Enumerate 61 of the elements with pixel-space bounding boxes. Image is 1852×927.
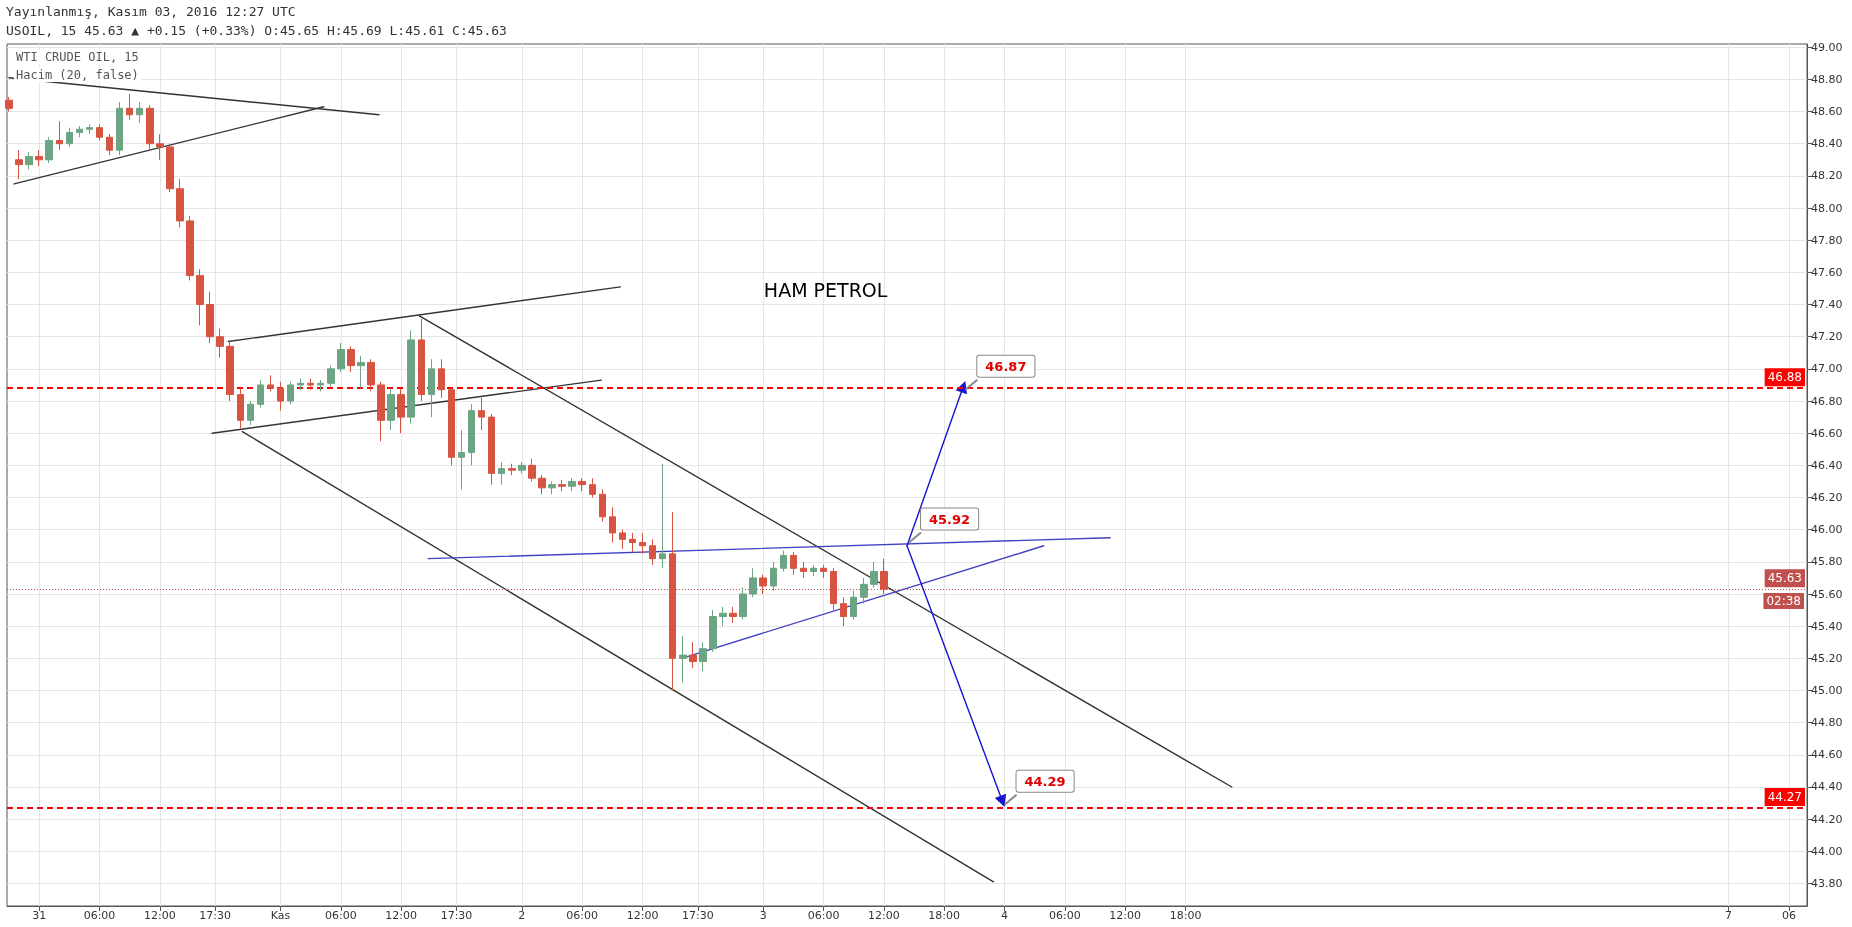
ref-line-label: 44.27 <box>1767 789 1802 804</box>
annotation: HAM PETROL <box>763 278 888 301</box>
y-tick-label: 45.80 <box>1811 555 1843 569</box>
x-tick-label: 3 <box>759 909 767 922</box>
y-tick-label: 48.60 <box>1811 105 1843 119</box>
ref-line-label: 45.63 <box>1767 571 1802 586</box>
ref-line-label: 46.88 <box>1767 370 1802 385</box>
y-tick-label: 46.80 <box>1811 394 1843 408</box>
x-tick-label: 17:30 <box>199 909 232 922</box>
y-tick-label: 44.60 <box>1811 748 1843 762</box>
x-tick-label: 17:30 <box>440 909 473 922</box>
y-tick-label: 49.00 <box>1811 40 1843 54</box>
x-tick-label: 06:00 <box>325 909 357 922</box>
y-tick-label: 44.80 <box>1811 716 1843 730</box>
y-tick-label: 48.40 <box>1811 137 1843 151</box>
y-tick-label: 45.40 <box>1811 619 1843 633</box>
x-tick-label: 18:00 <box>1169 909 1202 922</box>
x-tick-label: 06:00 <box>807 909 840 922</box>
y-tick-label: 45.00 <box>1811 684 1843 697</box>
y-tick-label: 47.60 <box>1811 265 1843 279</box>
x-tick-label: 06:00 <box>83 909 116 922</box>
y-tick-label: 44.20 <box>1811 812 1843 826</box>
y-tick-label: 44.00 <box>1811 844 1843 858</box>
text: WTI CRUDE OIL, 15 <box>16 50 139 64</box>
x-tick-label: 12:00 <box>385 909 418 922</box>
y-tick-label: 45.60 <box>1811 587 1843 601</box>
x-tick-label: 18:00 <box>928 909 961 922</box>
y-tick-label: 47.40 <box>1811 298 1843 312</box>
x-tick-label: 31 <box>32 909 47 922</box>
y-tick-label: 48.00 <box>1811 201 1843 215</box>
x-tick-label: 4 <box>1001 909 1009 922</box>
text: USOIL, 15 45.63 ▲ +0.15 (+0.33%) O:45.65 H:45.69 L:45.61 C:45.63 <box>6 23 507 38</box>
y-tick-label: 46.40 <box>1811 458 1843 472</box>
x-tick-label: Kas <box>270 909 291 922</box>
x-tick-label: 17:30 <box>681 909 714 922</box>
y-tick-label: 48.20 <box>1811 169 1843 183</box>
y-tick-label: 46.00 <box>1811 523 1843 537</box>
y-tick-label: 47.00 <box>1811 362 1843 376</box>
y-tick-label: 45.20 <box>1811 651 1843 665</box>
x-tick-label: 06 <box>1781 909 1796 922</box>
x-tick-label: 06:00 <box>1049 909 1081 922</box>
x-tick-label: 12:00 <box>1109 909 1142 922</box>
y-tick-label: 46.20 <box>1811 491 1843 505</box>
y-tick-label: 43.80 <box>1811 876 1843 890</box>
annotation: 44.29 <box>1024 773 1066 789</box>
y-tick-label: 46.60 <box>1811 426 1843 440</box>
x-tick-label: 12:00 <box>868 909 900 922</box>
annotation: 46.87 <box>985 358 1027 374</box>
annotation: 45.92 <box>929 511 971 527</box>
y-tick-label: 47.20 <box>1811 330 1843 344</box>
x-tick-label: 12:00 <box>626 909 659 922</box>
chart-subtitle: Yayınlanmış, Kasım 03, 2016 12:27 UTC <box>6 4 296 19</box>
annotation: Hacim (20, false) <box>16 68 139 82</box>
annotation: 02:38 <box>1766 594 1802 608</box>
y-tick-label: 48.80 <box>1811 72 1843 86</box>
x-tick-label: 7 <box>1725 909 1733 922</box>
x-tick-label: 2 <box>518 909 526 922</box>
x-tick-label: 06:00 <box>566 909 599 922</box>
y-tick-label: 47.80 <box>1811 233 1843 247</box>
x-tick-label: 12:00 <box>144 909 176 922</box>
y-tick-label: 44.40 <box>1811 780 1843 794</box>
